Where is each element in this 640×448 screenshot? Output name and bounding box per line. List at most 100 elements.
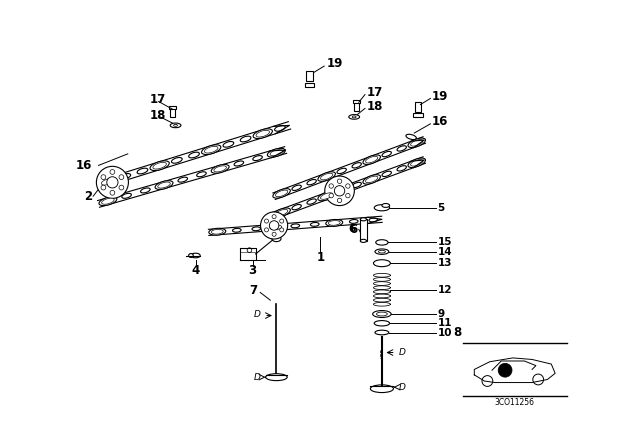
Ellipse shape [214, 166, 227, 172]
Ellipse shape [307, 180, 316, 185]
Ellipse shape [158, 182, 170, 188]
Text: 19: 19 [432, 90, 449, 103]
Ellipse shape [275, 209, 288, 216]
Text: D: D [399, 383, 406, 392]
Ellipse shape [349, 115, 360, 119]
Ellipse shape [382, 171, 392, 177]
Text: 8: 8 [453, 326, 461, 339]
Text: 5: 5 [437, 203, 445, 213]
Ellipse shape [321, 173, 333, 180]
Ellipse shape [397, 146, 406, 151]
Ellipse shape [234, 161, 244, 166]
Ellipse shape [372, 310, 391, 318]
Circle shape [101, 185, 106, 190]
Ellipse shape [172, 158, 182, 163]
Ellipse shape [373, 260, 390, 267]
Text: 6: 6 [348, 224, 356, 234]
Ellipse shape [321, 193, 333, 199]
Ellipse shape [170, 123, 181, 128]
Bar [360, 220, 367, 241]
Ellipse shape [378, 250, 385, 253]
Ellipse shape [273, 189, 291, 198]
Ellipse shape [191, 253, 200, 258]
Text: D: D [254, 373, 261, 382]
Ellipse shape [101, 178, 115, 185]
Ellipse shape [99, 177, 118, 186]
Ellipse shape [349, 220, 358, 224]
Ellipse shape [256, 130, 269, 137]
Ellipse shape [408, 138, 426, 147]
Text: 12: 12 [437, 285, 452, 295]
Ellipse shape [307, 199, 316, 204]
Ellipse shape [374, 205, 390, 211]
Circle shape [334, 185, 345, 196]
Ellipse shape [275, 190, 288, 197]
Circle shape [107, 177, 118, 188]
Ellipse shape [352, 182, 362, 188]
Ellipse shape [155, 181, 173, 190]
Ellipse shape [318, 172, 335, 181]
Ellipse shape [196, 172, 206, 177]
Circle shape [264, 219, 269, 223]
Ellipse shape [204, 146, 218, 153]
Circle shape [533, 374, 543, 385]
Ellipse shape [328, 220, 340, 225]
Ellipse shape [397, 166, 406, 171]
Circle shape [329, 184, 333, 188]
Text: 6: 6 [349, 223, 357, 236]
Ellipse shape [365, 176, 378, 183]
Ellipse shape [120, 173, 131, 179]
Ellipse shape [337, 188, 346, 193]
Circle shape [324, 176, 355, 206]
Ellipse shape [173, 125, 177, 126]
Text: D: D [254, 310, 261, 319]
Circle shape [269, 221, 279, 230]
Circle shape [482, 375, 493, 386]
Bar [354, 102, 359, 111]
Ellipse shape [411, 159, 423, 166]
Ellipse shape [266, 374, 287, 381]
Ellipse shape [268, 224, 284, 231]
Ellipse shape [240, 136, 251, 142]
Ellipse shape [411, 139, 423, 146]
Ellipse shape [292, 185, 301, 190]
Ellipse shape [99, 197, 117, 206]
Circle shape [272, 215, 276, 219]
Bar [307, 72, 312, 81]
Ellipse shape [337, 168, 346, 173]
Circle shape [101, 175, 106, 180]
Ellipse shape [273, 208, 291, 217]
Text: 11: 11 [437, 318, 452, 328]
Circle shape [97, 166, 129, 198]
Circle shape [337, 198, 342, 202]
Ellipse shape [375, 249, 389, 254]
Text: 7: 7 [249, 284, 257, 297]
Text: 1: 1 [316, 251, 324, 264]
Circle shape [119, 185, 124, 190]
Circle shape [119, 175, 124, 180]
Ellipse shape [211, 229, 223, 234]
Circle shape [247, 248, 252, 252]
Ellipse shape [408, 158, 426, 168]
Ellipse shape [291, 224, 300, 228]
Circle shape [110, 190, 115, 195]
Ellipse shape [326, 220, 342, 226]
Circle shape [260, 212, 287, 239]
Ellipse shape [363, 175, 380, 184]
Ellipse shape [102, 198, 114, 204]
Ellipse shape [268, 148, 285, 157]
Circle shape [337, 179, 342, 183]
Text: 19: 19 [326, 57, 343, 70]
Text: 17: 17 [367, 86, 383, 99]
Ellipse shape [150, 161, 170, 171]
Circle shape [498, 363, 512, 377]
Ellipse shape [292, 204, 301, 210]
Circle shape [110, 169, 115, 174]
Ellipse shape [376, 240, 388, 245]
Ellipse shape [382, 203, 390, 207]
Bar [415, 102, 421, 112]
Ellipse shape [223, 142, 234, 147]
Text: D: D [399, 348, 406, 357]
Ellipse shape [272, 236, 281, 241]
Circle shape [329, 194, 333, 198]
